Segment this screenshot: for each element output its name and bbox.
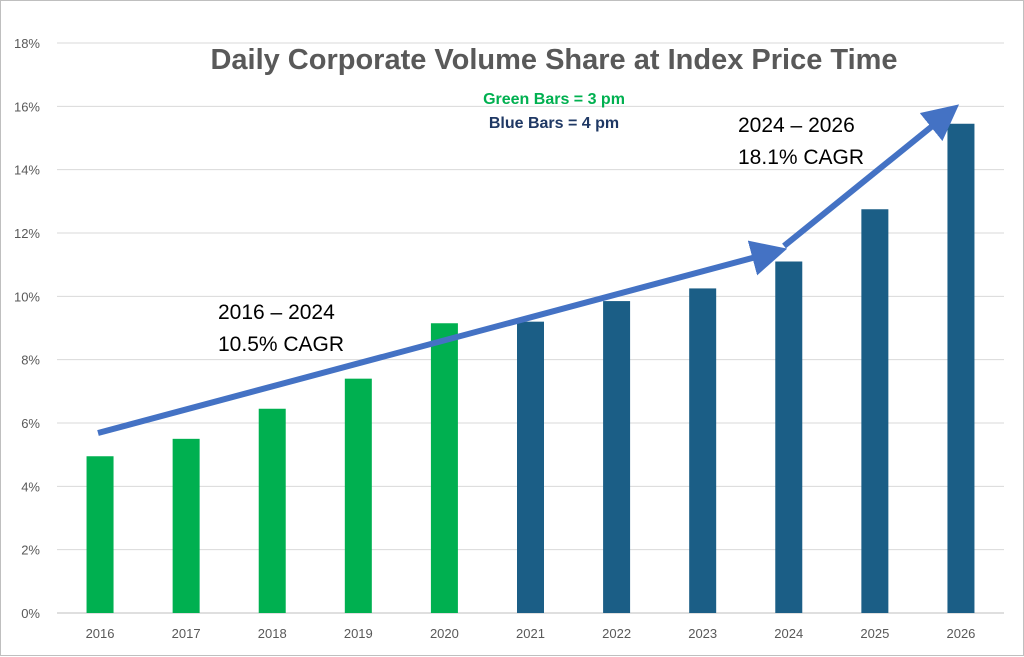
cagr-annotation-1-period: 2016 – 2024 [218, 301, 335, 324]
bar-2016 [86, 456, 114, 613]
bar-2022 [603, 301, 631, 613]
y-tick-label: 0% [21, 606, 40, 621]
y-tick-label: 8% [21, 353, 40, 368]
bar-2026 [947, 123, 975, 613]
cagr-annotation-2-period: 2024 – 2026 [738, 114, 855, 137]
x-tick-label: 2026 [946, 626, 975, 641]
chart-title: Daily Corporate Volume Share at Index Pr… [210, 44, 897, 76]
bar-2017 [172, 438, 200, 613]
x-tick-label: 2024 [774, 626, 803, 641]
cagr-annotation-1-rate: 10.5% CAGR [218, 333, 344, 356]
y-tick-label: 14% [14, 163, 40, 178]
y-tick-label: 10% [14, 289, 40, 304]
x-tick-label: 2023 [688, 626, 717, 641]
y-tick-label: 6% [21, 416, 40, 431]
trend-arrow-2024-2026 [782, 104, 960, 249]
x-tick-label: 2016 [86, 626, 115, 641]
y-tick-label: 12% [14, 226, 40, 241]
x-tick-label: 2020 [430, 626, 459, 641]
x-tick-label: 2021 [516, 626, 545, 641]
bar-2024 [775, 261, 803, 613]
bar-2018 [258, 408, 286, 613]
x-tick-label: 2018 [258, 626, 287, 641]
x-tick-label: 2025 [860, 626, 889, 641]
legend-blue-note: Blue Bars = 4 pm [489, 115, 619, 132]
bar-2020 [430, 323, 458, 613]
bar-2025 [861, 209, 889, 613]
y-tick-label: 4% [21, 479, 40, 494]
bar-2021 [517, 321, 544, 613]
x-tick-label: 2019 [344, 626, 373, 641]
bar-2019 [344, 378, 372, 613]
legend-green-note: Green Bars = 3 pm [483, 91, 625, 108]
trend-arrow-2016-2024 [97, 240, 788, 436]
y-tick-label: 18% [14, 36, 40, 51]
bar-2023 [689, 288, 717, 613]
y-tick-label: 16% [14, 99, 40, 114]
cagr-annotation-2-rate: 18.1% CAGR [738, 146, 864, 169]
x-tick-label: 2017 [172, 626, 201, 641]
y-tick-label: 2% [21, 543, 40, 558]
x-tick-label: 2022 [602, 626, 631, 641]
